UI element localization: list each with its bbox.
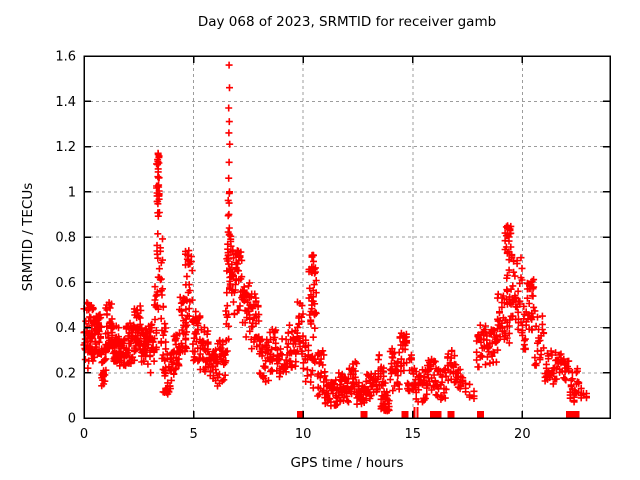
y-tick-label: 0.6 [55,276,76,291]
y-tick-label: 1.2 [55,140,76,155]
zero-marker-square [434,411,442,418]
zero-marker-square [360,411,368,418]
zero-marker-square [401,411,409,418]
x-axis-label: GPS time / hours [290,455,404,471]
x-tick-label: 15 [404,427,421,442]
x-tick-label: 0 [80,427,88,442]
zero-marker-bar [413,407,416,418]
zero-marker-square [566,411,573,418]
scatter-points [80,61,590,415]
zero-marker-square [572,411,580,418]
y-tick-label: 1.6 [55,50,76,65]
x-tick-label: 5 [189,427,197,442]
zero-marker-square [430,411,438,418]
y-tick-label: 0.2 [55,366,76,381]
zero-marker-bar [416,407,419,418]
y-tick-label: 0 [68,412,76,427]
y-tick-label: 1 [68,185,76,200]
y-tick-label: 0.4 [55,321,76,336]
zero-marker-square [477,411,485,418]
y-tick-label: 0.8 [55,231,76,246]
x-tick-label: 10 [295,427,312,442]
zero-marker-square [296,411,304,418]
zero-marker-square [447,411,455,418]
chart-title: Day 068 of 2023, SRMTID for receiver gam… [197,14,497,30]
x-tick-label: 20 [514,427,531,442]
y-tick-label: 1.4 [55,95,76,110]
